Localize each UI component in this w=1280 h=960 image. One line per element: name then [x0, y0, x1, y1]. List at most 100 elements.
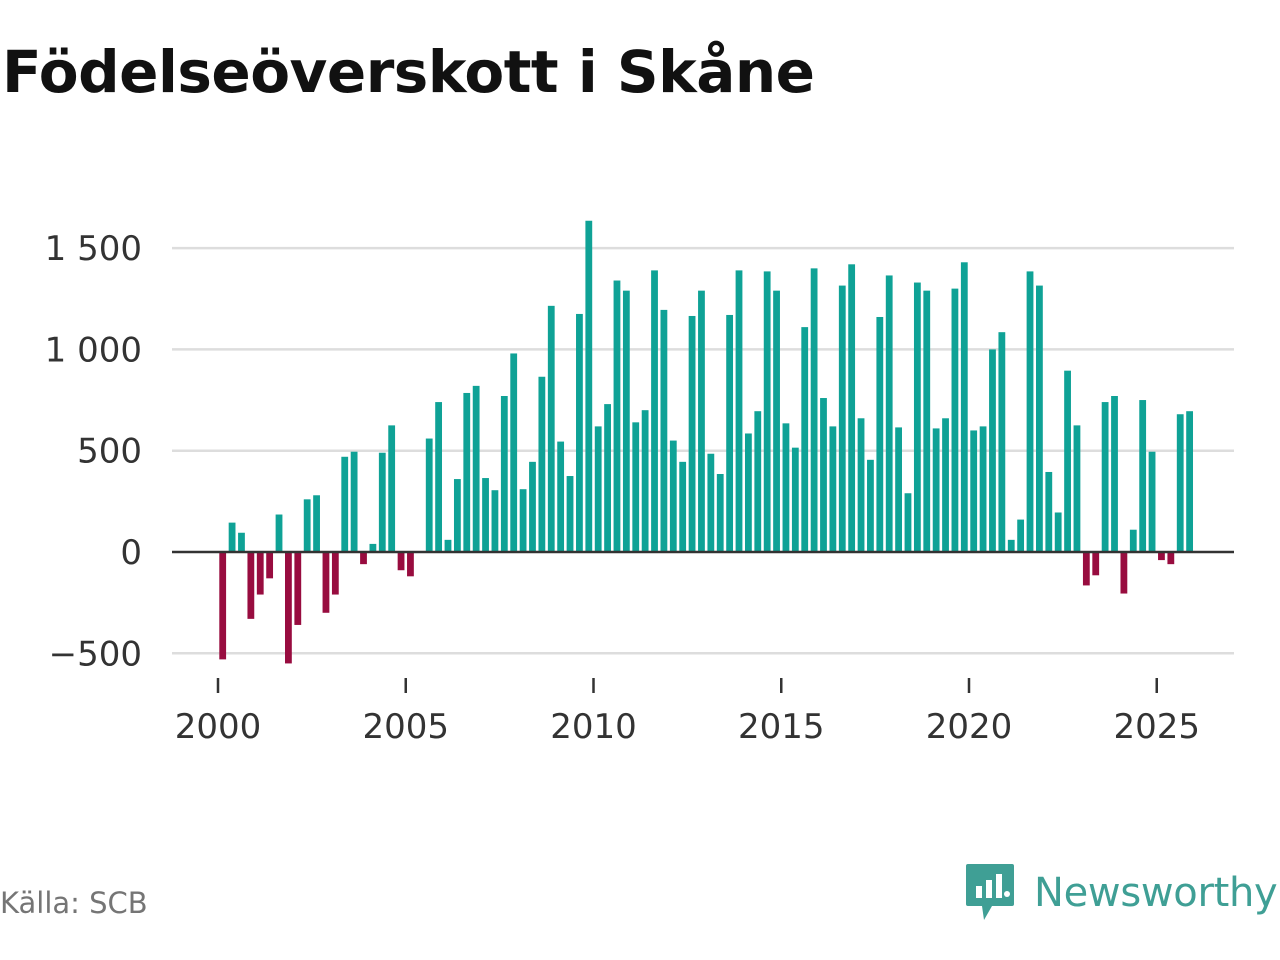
bar [876, 316, 884, 552]
bar [754, 411, 762, 552]
bar [716, 473, 724, 552]
x-tick-label: 2025 [1113, 707, 1200, 747]
bar [303, 499, 311, 552]
bar [1101, 402, 1109, 552]
bar [1148, 451, 1156, 552]
bar [791, 447, 799, 552]
bar [1129, 529, 1137, 552]
brand-name: Newsworthy [1034, 870, 1278, 916]
bar [275, 514, 283, 552]
bar [867, 459, 874, 552]
bar [923, 290, 931, 552]
bar [810, 268, 818, 552]
y-tick-label: 500 [77, 432, 142, 472]
bar [369, 543, 377, 552]
bar [773, 290, 780, 552]
bar [669, 440, 677, 552]
bar [632, 422, 640, 552]
bar [1092, 552, 1100, 576]
bar [594, 426, 602, 552]
source-label: Källa: SCB [0, 886, 148, 920]
bar [491, 490, 499, 552]
bar [500, 395, 508, 552]
bar [341, 456, 349, 552]
bar [604, 404, 611, 552]
bar [585, 220, 593, 552]
newsworthy-logo-icon [966, 864, 1014, 920]
bar [979, 426, 987, 552]
bar [510, 353, 518, 552]
bar [932, 428, 940, 552]
bar [1176, 414, 1184, 552]
bar [285, 552, 292, 664]
bar [294, 552, 302, 625]
bar [904, 493, 912, 552]
bar [970, 430, 978, 552]
y-tick-label: −500 [49, 634, 142, 674]
bar [472, 385, 480, 552]
bar [313, 495, 320, 552]
bar [622, 290, 630, 552]
bar [1167, 552, 1175, 565]
bar [360, 552, 367, 565]
bar [698, 290, 705, 552]
x-tick-label: 2000 [175, 707, 262, 747]
bar [444, 539, 452, 552]
bar [331, 552, 339, 595]
bar [989, 349, 996, 552]
bar [763, 271, 771, 552]
bar [538, 376, 546, 552]
bar [1026, 271, 1034, 552]
bar [679, 461, 687, 552]
y-tick-label: 0 [120, 533, 142, 573]
bar [744, 433, 752, 552]
bar [1007, 539, 1015, 552]
bar [1036, 285, 1043, 552]
bar [895, 427, 902, 552]
bar [801, 327, 809, 552]
bar [1139, 400, 1147, 552]
bar [435, 402, 443, 552]
bar [613, 280, 621, 552]
bar [820, 398, 827, 552]
bar [688, 315, 696, 552]
bar [256, 552, 264, 595]
bar [557, 441, 565, 552]
bar [407, 552, 414, 577]
bar [998, 332, 1006, 552]
y-tick-label: 1 000 [45, 330, 142, 370]
bar [350, 451, 358, 552]
bar [463, 392, 471, 552]
bar [707, 453, 715, 552]
bar [1054, 512, 1062, 552]
bar [1111, 395, 1118, 552]
bar [378, 452, 386, 552]
bar [735, 270, 743, 552]
bar [960, 262, 968, 552]
bar [529, 461, 536, 552]
bar [322, 552, 330, 613]
bar [388, 425, 396, 552]
x-tick-label: 2005 [362, 707, 449, 747]
bar [238, 532, 245, 552]
x-tick-label: 2010 [550, 707, 637, 747]
bar [228, 522, 236, 552]
bar [247, 552, 255, 619]
bar [913, 282, 921, 552]
bar [1073, 425, 1081, 552]
bar [857, 418, 865, 552]
bar [482, 478, 489, 552]
bar [838, 285, 846, 552]
y-tick-label: 1 500 [45, 229, 142, 269]
bar [519, 489, 527, 552]
brand-logo[interactable]: Newsworthy [964, 862, 1278, 924]
bar [397, 552, 405, 571]
page-title: Födelseöverskott i Skåne [2, 38, 815, 106]
bar [848, 264, 856, 552]
bar [651, 270, 658, 552]
bar [1082, 552, 1090, 586]
bar [1158, 552, 1165, 561]
bar [782, 423, 790, 552]
bar [942, 418, 949, 552]
